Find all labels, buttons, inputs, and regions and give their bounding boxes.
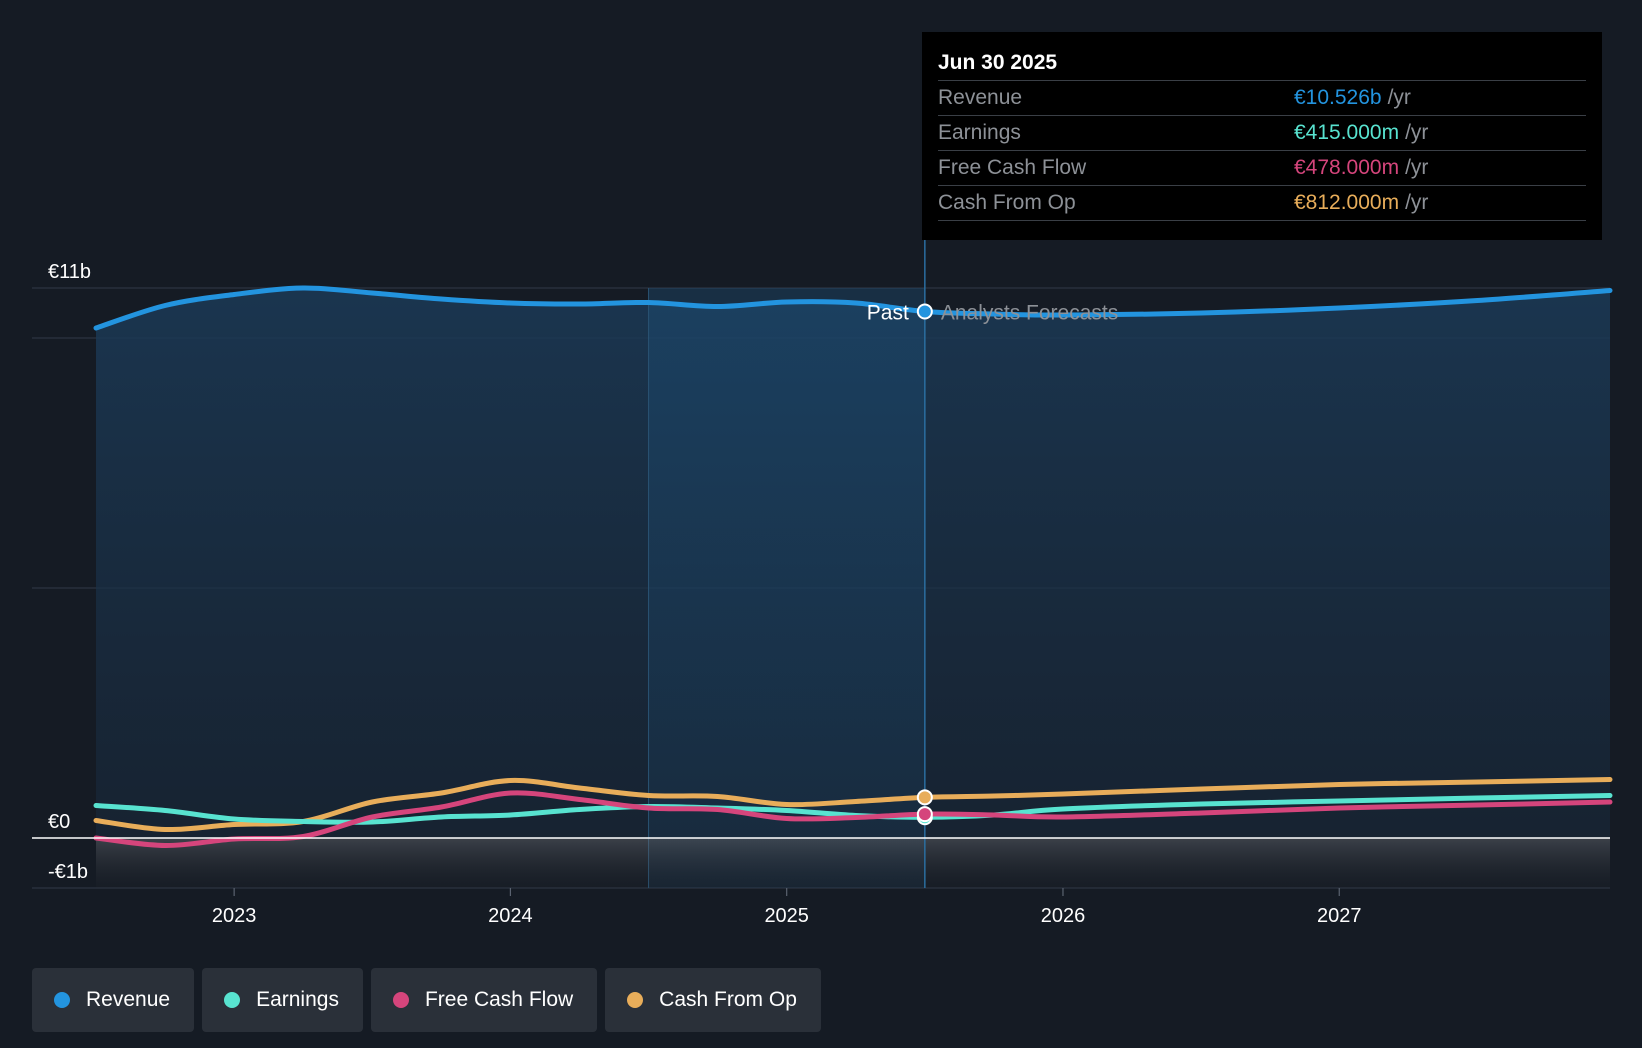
tooltip-row-unit: /yr xyxy=(1405,121,1429,144)
tooltip-row-free-cash-flow: Free Cash Flow €478.000m /yr xyxy=(938,150,1586,185)
tooltip-row-unit: /yr xyxy=(1387,86,1411,109)
legend-label: Free Cash Flow xyxy=(424,988,574,1011)
x-axis-label: 2027 xyxy=(1317,905,1362,927)
tooltip-row-value: €478.000m xyxy=(1294,156,1400,179)
legend-item-cash-from-op[interactable]: Cash From Op xyxy=(605,968,821,1032)
x-axis-label: 2026 xyxy=(1041,905,1086,927)
free-cash-flow-marker xyxy=(916,806,933,823)
legend-dot-icon xyxy=(54,992,70,1008)
revenue-line xyxy=(93,285,1613,331)
tooltip-row-value: €812.000m xyxy=(1294,191,1400,214)
tooltip-row-value: €415.000m xyxy=(1294,121,1400,144)
legend-label: Earnings xyxy=(256,988,339,1011)
tooltip-row-revenue: Revenue €10.526b /yr xyxy=(938,80,1586,115)
tooltip-panel: Jun 30 2025 Revenue €10.526b /yr Earning… xyxy=(922,32,1602,240)
legend-item-free-cash-flow[interactable]: Free Cash Flow xyxy=(370,968,598,1032)
tooltip-row-earnings: Earnings €415.000m /yr xyxy=(938,115,1586,150)
legend-dot-icon xyxy=(224,992,241,1008)
x-axis-label: 2024 xyxy=(488,905,533,927)
tooltip-row-label: Earnings xyxy=(938,121,1021,144)
line-layer xyxy=(93,285,1613,849)
earnings-revenue-chart: €11b €0 -€1b 2023 2024 2025 2026 2027 Past Analy… xyxy=(32,240,1613,927)
legend-dot-icon xyxy=(392,992,409,1008)
area-layer xyxy=(96,240,1610,888)
marker-layer: Past Analysts Forecasts xyxy=(867,302,1118,826)
cash-from-op-marker xyxy=(916,789,933,806)
earnings-line xyxy=(93,793,1613,825)
x-axis-label: 2023 xyxy=(212,905,257,927)
tooltip-row-value: €10.526b xyxy=(1294,86,1382,109)
tooltip-row-unit: /yr xyxy=(1405,191,1429,214)
tooltip-row-label: Cash From Op xyxy=(938,191,1076,214)
free-cash-flow-line xyxy=(93,790,1613,849)
legend-item-earnings[interactable]: Earnings xyxy=(202,968,363,1032)
legend-label: Cash From Op xyxy=(659,988,797,1011)
tooltip-row-unit: /yr xyxy=(1405,156,1429,179)
x-axis-label: 2025 xyxy=(764,905,809,927)
y-axis-label: -€1b xyxy=(48,861,88,883)
tooltip-row-label: Revenue xyxy=(938,86,1023,109)
legend-label: Revenue xyxy=(86,988,171,1011)
tooltip-row-cash-from-op: Cash From Op €812.000m /yr xyxy=(938,185,1586,221)
y-axis-label: €0 xyxy=(48,811,70,833)
below-zero-band xyxy=(96,838,1610,888)
past-highlight-band xyxy=(648,288,925,888)
legend-dot-icon xyxy=(627,992,644,1008)
past-label: Past xyxy=(867,302,909,325)
legend: Revenue Earnings Free Cash Flow Cash Fro… xyxy=(32,968,821,1032)
y-axis-label: €11b xyxy=(48,261,91,283)
axis-layer: €11b €0 -€1b 2023 2024 2025 2026 2027 xyxy=(32,261,1610,927)
tooltip-row-label: Free Cash Flow xyxy=(938,156,1087,179)
legend-item-revenue[interactable]: Revenue xyxy=(32,968,195,1032)
tooltip-date: Jun 30 2025 xyxy=(938,51,1058,74)
revenue-marker xyxy=(916,303,933,320)
forecast-label: Analysts Forecasts xyxy=(941,302,1118,325)
